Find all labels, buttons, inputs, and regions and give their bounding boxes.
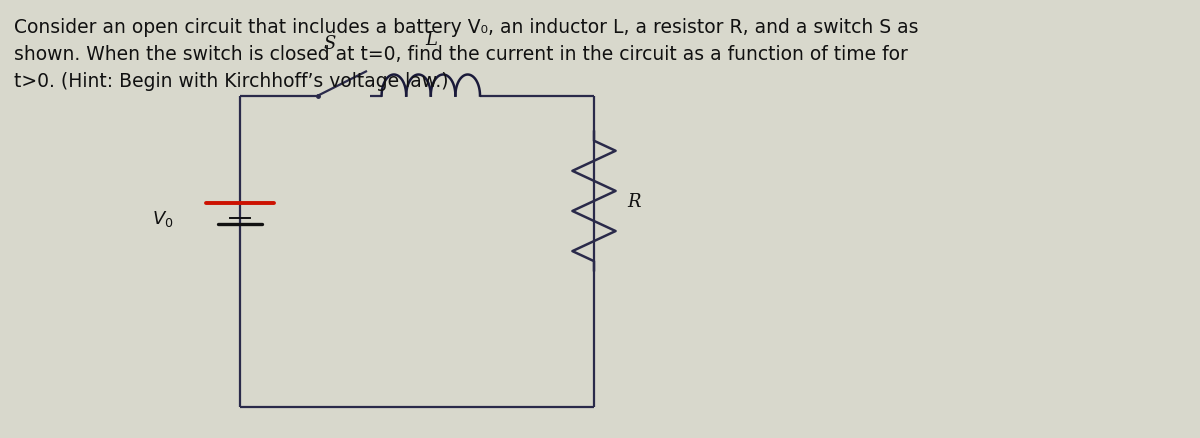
Text: L: L — [425, 31, 437, 49]
Text: $V_0$: $V_0$ — [152, 208, 174, 228]
Text: S: S — [324, 35, 336, 53]
Text: R: R — [628, 192, 641, 211]
Text: Consider an open circuit that includes a battery V₀, an inductor L, a resistor R: Consider an open circuit that includes a… — [14, 18, 919, 91]
